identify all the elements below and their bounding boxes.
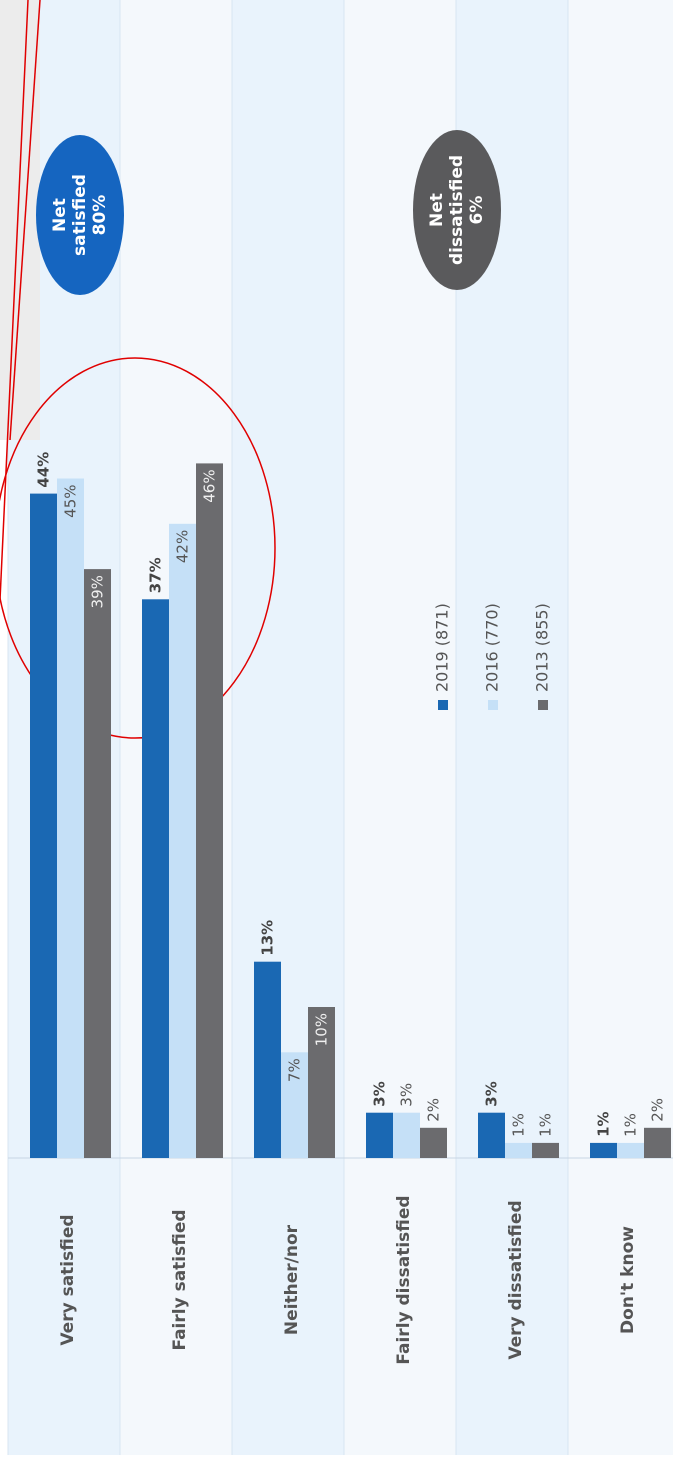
bar xyxy=(84,569,111,1158)
legend-swatch xyxy=(488,700,498,710)
value-label: 46% xyxy=(201,469,219,502)
value-label: 45% xyxy=(62,485,80,518)
callout-line xyxy=(9,0,41,441)
bar xyxy=(617,1142,644,1158)
bar xyxy=(505,1142,532,1158)
callout-line xyxy=(0,0,29,601)
value-label: 37% xyxy=(147,557,165,593)
band xyxy=(232,0,344,1455)
value-label: 1% xyxy=(622,1113,640,1137)
net-bubble xyxy=(413,130,501,290)
legend-label: 2019 (871) xyxy=(433,603,452,692)
value-label: 42% xyxy=(174,530,192,563)
net-bubble-text: Net xyxy=(427,193,447,227)
value-label: 1% xyxy=(537,1113,555,1137)
value-label: 44% xyxy=(35,452,53,488)
bar xyxy=(281,1052,308,1158)
bar xyxy=(308,1007,335,1158)
category-label: Very dissatisfied xyxy=(506,1200,526,1359)
value-label: 1% xyxy=(595,1111,613,1136)
value-label: 10% xyxy=(313,1013,331,1046)
bar xyxy=(478,1112,505,1158)
value-label: 39% xyxy=(89,575,107,608)
value-label: 1% xyxy=(510,1113,528,1137)
value-label: 13% xyxy=(259,920,277,956)
value-label: 2% xyxy=(649,1098,667,1122)
net-bubble-text: Net xyxy=(50,198,70,232)
bar xyxy=(30,493,57,1159)
legend-swatch xyxy=(538,700,548,710)
net-bubble-text: dissatisfied xyxy=(447,155,467,265)
net-bubble-text: 80% xyxy=(90,195,110,236)
category-label: Fairly dissatisfied xyxy=(394,1195,414,1364)
category-label: Neither/nor xyxy=(282,1224,302,1335)
bar xyxy=(644,1127,671,1158)
bar xyxy=(393,1112,420,1158)
net-bubble-text: 6% xyxy=(467,196,487,225)
bar xyxy=(420,1127,447,1158)
bar xyxy=(590,1142,617,1158)
bar xyxy=(142,599,169,1158)
net-bubble xyxy=(36,135,124,295)
bar xyxy=(196,463,223,1158)
legend-label: 2016 (770) xyxy=(483,603,502,692)
value-label: 7% xyxy=(286,1058,304,1082)
category-label: Fairly satisfied xyxy=(170,1209,190,1350)
bar xyxy=(57,478,84,1158)
category-label: Very satisfied xyxy=(58,1214,78,1345)
bar xyxy=(254,961,281,1158)
category-label: Don't know xyxy=(618,1226,638,1334)
note-box xyxy=(0,0,40,440)
value-label: 3% xyxy=(398,1083,416,1107)
net-bubble-text: satisfied xyxy=(70,174,90,256)
legend-swatch xyxy=(438,700,448,710)
value-label: 2% xyxy=(425,1098,443,1122)
highlight-circle xyxy=(0,357,276,739)
bar xyxy=(366,1112,393,1158)
bar xyxy=(532,1142,559,1158)
bar xyxy=(169,523,196,1158)
value-label: 3% xyxy=(483,1081,501,1106)
value-label: 3% xyxy=(371,1081,389,1106)
legend-label: 2013 (855) xyxy=(533,603,552,692)
band xyxy=(568,0,673,1455)
